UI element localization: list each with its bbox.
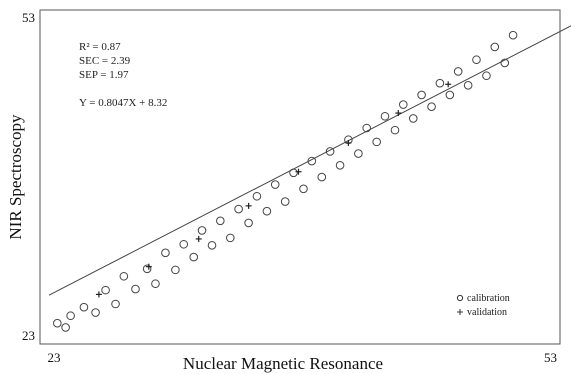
calibration-point-39 [418,91,426,99]
calibration-point-11 [162,249,170,257]
validation-point-6 [395,110,401,116]
calibration-point-18 [227,234,235,242]
y-axis-label: NIR Spectroscopy [6,114,25,240]
calibration-point-42 [446,91,454,99]
legend-calibration-marker [457,295,462,300]
stat-sep: SEP = 1.97 [79,69,129,81]
calibration-point-36 [391,126,399,134]
validation-point-7 [445,81,451,87]
legend-calibration-label: calibration [467,293,510,304]
calibration-point-0 [54,319,62,327]
calibration-point-32 [355,150,363,158]
calibration-point-25 [290,169,298,177]
calibration-point-49 [509,31,517,39]
legend-validation-marker [457,309,463,315]
calibration-point-24 [281,198,289,206]
calibration-point-41 [436,79,444,87]
calibration-point-10 [152,280,160,288]
calibration-point-14 [190,253,198,261]
stat-r2: R² = 0.87 [79,41,121,53]
calibration-point-19 [235,205,243,213]
calibration-point-33 [363,124,371,132]
y-tick-bottom: 23 [22,328,35,343]
stat-equation: Y = 0.8047X + 8.32 [79,97,167,109]
calibration-point-15 [198,227,206,235]
legend: calibration validation [457,293,510,318]
calibration-point-35 [381,112,389,120]
calibration-point-7 [120,272,128,280]
calibration-point-6 [112,300,120,308]
x-axis-label: Nuclear Magnetic Resonance [183,354,383,373]
calibration-point-16 [208,242,216,250]
stat-sec: SEC = 2.39 [79,55,131,67]
calibration-point-45 [473,56,481,64]
calibration-point-34 [373,138,381,146]
calibration-point-21 [253,192,261,200]
calibration-point-38 [409,115,417,123]
calibration-point-2 [67,312,75,320]
x-tick-left: 23 [48,350,61,365]
calibration-point-12 [172,266,180,274]
calibration-point-13 [180,240,188,248]
calibration-point-37 [399,101,407,109]
calibration-point-26 [300,185,308,193]
validation-point-5 [345,140,351,146]
calibration-point-46 [483,72,491,80]
calibration-point-30 [336,162,344,170]
calibration-point-17 [217,217,225,225]
calibration-point-22 [263,207,271,215]
calibration-point-28 [318,173,326,181]
calibration-point-43 [454,68,462,76]
calibration-point-23 [271,181,279,189]
calibration-point-4 [92,309,100,317]
calibration-point-8 [132,285,140,293]
legend-validation-label: validation [467,307,507,318]
calibration-point-1 [62,324,70,332]
x-tick-right: 53 [544,350,557,365]
calibration-point-5 [102,286,110,294]
calibration-point-20 [245,219,253,227]
calibration-point-40 [428,103,436,111]
validation-point-0 [96,291,102,297]
calibration-point-47 [491,43,499,51]
validation-point-2 [196,236,202,242]
calibration-point-3 [80,303,88,311]
y-tick-top: 53 [22,10,35,25]
calibration-point-44 [464,82,472,90]
validation-point-3 [246,203,252,209]
